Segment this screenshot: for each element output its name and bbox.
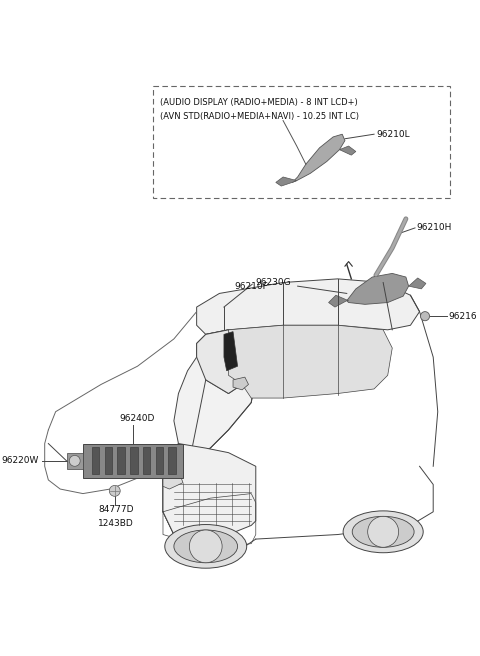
Polygon shape [233, 377, 249, 390]
Polygon shape [197, 330, 256, 394]
Text: 96220W: 96220W [2, 457, 39, 465]
Polygon shape [408, 278, 426, 289]
Circle shape [368, 516, 398, 547]
Text: 84777D: 84777D [98, 506, 134, 514]
Polygon shape [197, 279, 420, 335]
Polygon shape [276, 177, 297, 186]
Polygon shape [292, 134, 345, 182]
Polygon shape [347, 274, 408, 304]
Bar [67, 453, 83, 469]
Text: 96240D: 96240D [120, 413, 155, 422]
Ellipse shape [343, 511, 423, 553]
Polygon shape [228, 325, 392, 398]
Polygon shape [163, 471, 183, 489]
Text: (AUDIO DISPLAY (RADIO+MEDIA) - 8 INT LCD+): (AUDIO DISPLAY (RADIO+MEDIA) - 8 INT LCD… [160, 98, 358, 107]
Bar [118, 447, 125, 474]
Polygon shape [163, 443, 256, 539]
Polygon shape [174, 330, 256, 457]
Circle shape [109, 485, 120, 497]
Circle shape [420, 312, 430, 321]
Bar [143, 447, 150, 474]
Text: 96210L: 96210L [376, 130, 409, 138]
Bar [153, 86, 450, 198]
Bar [156, 447, 163, 474]
Text: 96210H: 96210H [417, 224, 452, 232]
Circle shape [69, 455, 80, 466]
Ellipse shape [165, 525, 247, 568]
Ellipse shape [352, 516, 414, 547]
Text: 1243BD: 1243BD [98, 519, 134, 528]
Bar [92, 447, 99, 474]
Circle shape [190, 530, 222, 563]
Bar [83, 443, 183, 478]
Text: 96230G: 96230G [256, 278, 291, 287]
Bar [130, 447, 137, 474]
Text: 96210F: 96210F [234, 281, 268, 291]
Bar [105, 447, 112, 474]
Polygon shape [224, 332, 238, 371]
Text: (AVN STD(RADIO+MEDIA+NAVI) - 10.25 INT LC): (AVN STD(RADIO+MEDIA+NAVI) - 10.25 INT L… [160, 112, 359, 121]
Ellipse shape [174, 530, 238, 563]
Text: 96216: 96216 [449, 312, 477, 321]
Bar [168, 447, 176, 474]
Polygon shape [329, 295, 348, 307]
Polygon shape [339, 146, 356, 155]
